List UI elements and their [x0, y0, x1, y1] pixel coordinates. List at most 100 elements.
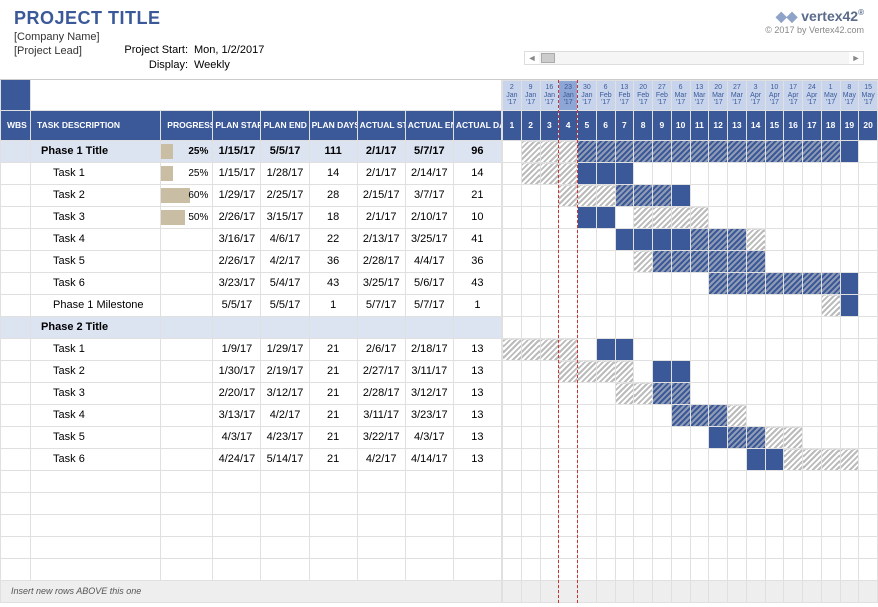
phase-row[interactable]: Phase 1 Title25%1/15/175/5/171112/1/175/… [1, 140, 502, 162]
project-start-input[interactable]: Mon, 1/2/2017 [194, 44, 264, 56]
empty-cell[interactable] [1, 470, 31, 492]
empty-row[interactable] [1, 470, 502, 492]
data-cell[interactable]: 13 [453, 404, 501, 426]
data-cell[interactable]: 21 [309, 360, 357, 382]
task-name-cell[interactable]: Task 1 [31, 162, 161, 184]
task-name-cell[interactable]: Task 5 [31, 426, 161, 448]
progress-cell[interactable]: 25% [161, 162, 213, 184]
empty-cell[interactable] [213, 514, 261, 536]
data-cell[interactable]: 2/1/17 [357, 140, 405, 162]
task-row[interactable]: Task 125%1/15/171/28/17142/1/172/14/1714 [1, 162, 502, 184]
empty-cell[interactable] [161, 558, 213, 580]
empty-cell[interactable] [261, 492, 309, 514]
empty-cell[interactable] [309, 514, 357, 536]
data-cell[interactable]: 5/5/17 [261, 140, 309, 162]
empty-cell[interactable] [31, 514, 161, 536]
data-cell[interactable]: 13 [453, 338, 501, 360]
empty-cell[interactable] [161, 470, 213, 492]
data-cell[interactable]: 4/6/17 [261, 228, 309, 250]
task-name-cell[interactable]: Task 3 [31, 382, 161, 404]
wbs-cell[interactable] [1, 448, 31, 470]
empty-cell[interactable] [31, 536, 161, 558]
progress-cell[interactable] [161, 426, 213, 448]
empty-cell[interactable] [405, 558, 453, 580]
task-name-cell[interactable]: Phase 1 Title [31, 140, 161, 162]
data-cell[interactable]: 3/23/17 [213, 272, 261, 294]
empty-cell[interactable] [405, 470, 453, 492]
task-name-cell[interactable]: Task 1 [31, 338, 161, 360]
empty-cell[interactable] [261, 558, 309, 580]
task-name-cell[interactable]: Task 2 [31, 360, 161, 382]
wbs-cell[interactable] [1, 140, 31, 162]
data-cell[interactable]: 14 [453, 162, 501, 184]
empty-cell[interactable] [309, 492, 357, 514]
data-cell[interactable]: 5/5/17 [261, 294, 309, 316]
data-cell[interactable]: 2/14/17 [405, 162, 453, 184]
data-cell[interactable]: 5/7/17 [405, 294, 453, 316]
wbs-cell[interactable] [1, 360, 31, 382]
data-cell[interactable]: 21 [453, 184, 501, 206]
data-cell[interactable]: 3/25/17 [405, 228, 453, 250]
task-row[interactable]: Task 21/30/172/19/17212/27/173/11/1713 [1, 360, 502, 382]
empty-row[interactable] [1, 536, 502, 558]
data-cell[interactable]: 2/19/17 [261, 360, 309, 382]
progress-cell[interactable] [161, 272, 213, 294]
data-cell[interactable]: 2/1/17 [357, 206, 405, 228]
empty-row[interactable] [1, 558, 502, 580]
data-cell[interactable]: 43 [453, 272, 501, 294]
task-row[interactable]: Task 54/3/174/23/17213/22/174/3/1713 [1, 426, 502, 448]
data-cell[interactable]: 3/11/17 [405, 360, 453, 382]
wbs-cell[interactable] [1, 162, 31, 184]
wbs-cell[interactable] [1, 228, 31, 250]
data-cell[interactable]: 2/28/17 [357, 250, 405, 272]
progress-cell[interactable] [161, 316, 213, 338]
progress-cell[interactable] [161, 228, 213, 250]
timeline-scrollbar[interactable]: ◄ ► [524, 51, 864, 65]
data-cell[interactable]: 3/11/17 [357, 404, 405, 426]
empty-cell[interactable] [213, 492, 261, 514]
task-row[interactable]: Task 52/26/174/2/17362/28/174/4/1736 [1, 250, 502, 272]
data-cell[interactable]: 1/29/17 [261, 338, 309, 360]
empty-cell[interactable] [357, 536, 405, 558]
scroll-left-icon[interactable]: ◄ [525, 53, 539, 63]
data-cell[interactable]: 21 [309, 426, 357, 448]
progress-cell[interactable]: 25% [161, 140, 213, 162]
data-cell[interactable]: 2/15/17 [357, 184, 405, 206]
data-cell[interactable]: 1/9/17 [213, 338, 261, 360]
data-cell[interactable]: 21 [309, 404, 357, 426]
empty-row[interactable] [1, 492, 502, 514]
task-name-cell[interactable]: Phase 2 Title [31, 316, 161, 338]
data-cell[interactable]: 1 [309, 294, 357, 316]
task-row[interactable]: Task 64/24/175/14/17214/2/174/14/1713 [1, 448, 502, 470]
data-cell[interactable]: 5/5/17 [213, 294, 261, 316]
data-cell[interactable]: 4/3/17 [405, 426, 453, 448]
data-cell[interactable]: 1/15/17 [213, 140, 261, 162]
wbs-cell[interactable] [1, 338, 31, 360]
data-cell[interactable]: 13 [453, 426, 501, 448]
data-cell[interactable]: 21 [309, 338, 357, 360]
empty-cell[interactable] [309, 470, 357, 492]
data-cell[interactable]: 4/4/17 [405, 250, 453, 272]
empty-cell[interactable] [357, 492, 405, 514]
empty-cell[interactable] [357, 470, 405, 492]
empty-cell[interactable] [31, 470, 161, 492]
empty-cell[interactable] [453, 470, 501, 492]
wbs-cell[interactable] [1, 294, 31, 316]
data-cell[interactable]: 1/28/17 [261, 162, 309, 184]
task-row[interactable]: Task 43/16/174/6/17222/13/173/25/1741 [1, 228, 502, 250]
data-cell[interactable]: 2/13/17 [357, 228, 405, 250]
empty-cell[interactable] [453, 558, 501, 580]
data-cell[interactable]: 4/24/17 [213, 448, 261, 470]
empty-cell[interactable] [261, 536, 309, 558]
data-cell[interactable]: 21 [309, 448, 357, 470]
empty-cell[interactable] [405, 514, 453, 536]
empty-cell[interactable] [1, 558, 31, 580]
data-cell[interactable]: 2/27/17 [357, 360, 405, 382]
task-name-cell[interactable]: Phase 1 Milestone [31, 294, 161, 316]
data-cell[interactable]: 2/26/17 [213, 206, 261, 228]
empty-cell[interactable] [261, 470, 309, 492]
data-cell[interactable]: 5/4/17 [261, 272, 309, 294]
progress-cell[interactable] [161, 448, 213, 470]
data-cell[interactable] [261, 316, 309, 338]
task-name-cell[interactable]: Task 4 [31, 404, 161, 426]
